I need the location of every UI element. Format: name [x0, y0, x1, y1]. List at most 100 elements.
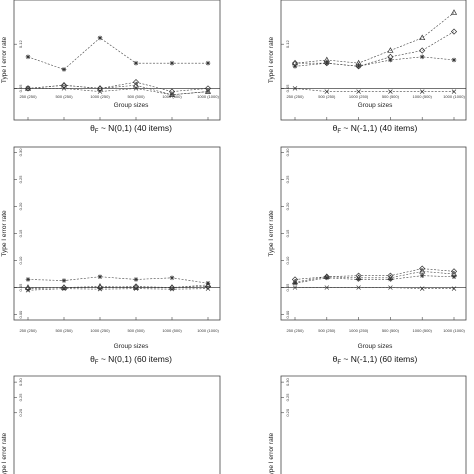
- diamond-point: [24, 85, 32, 92]
- triangle-point: [24, 85, 32, 91]
- panel-title: θF ~ N(0,1) (60 items): [90, 354, 172, 366]
- series-triangle: [24, 81, 212, 97]
- y-tick-label: 0.15: [285, 229, 290, 238]
- plot-frame: [13, 0, 221, 121]
- y-tick-label: 0.05: [285, 84, 290, 93]
- x-point: [324, 89, 330, 94]
- triangle-point: [387, 47, 394, 53]
- panel-p2: 0.05 0.12 Type I error rate 250 (250) 500 (2…: [268, 0, 467, 135]
- x-tick-label: 500 (250): [318, 328, 336, 333]
- x-point: [61, 286, 67, 291]
- series-x: [292, 86, 457, 94]
- x-axis-label: Group sizes: [114, 102, 149, 109]
- plot-frame: [280, 0, 467, 121]
- y-tick-label: 0.30: [285, 148, 290, 157]
- y-tick-label: 0.25: [285, 175, 290, 184]
- series-line: [27, 288, 209, 291]
- series-line: [294, 12, 455, 64]
- x-tick-label: 500 (500): [382, 328, 400, 333]
- diamond-point: [450, 28, 458, 35]
- x-tick-label: 250 (250): [19, 328, 37, 333]
- x-axis-label: Group sizes: [358, 343, 393, 350]
- triangle-point: [60, 81, 68, 88]
- x-tick-label: 1000 (1000): [197, 94, 219, 99]
- x-tick-label: 500 (500): [127, 94, 145, 99]
- x-point: [25, 86, 31, 91]
- star-point: [205, 280, 211, 286]
- x-point: [97, 286, 103, 292]
- diamond-point: [419, 265, 426, 272]
- panel-p1: 0.05 0.12 Type I error rate 250 (250) 500 (2…: [1, 0, 221, 135]
- x-point: [133, 286, 139, 291]
- series-star: [25, 274, 211, 286]
- star-point: [419, 273, 425, 278]
- series-star: [292, 54, 457, 69]
- star-point: [292, 280, 298, 286]
- x-point: [451, 89, 457, 94]
- y-tick-label: 0.20: [285, 408, 290, 417]
- y-tick-label: 0.15: [18, 229, 23, 238]
- x-point: [324, 285, 330, 290]
- x-point: [419, 89, 425, 94]
- star-point: [61, 67, 67, 72]
- series-diamond: [291, 28, 458, 70]
- x-tick-label: 1000 (250): [349, 94, 369, 99]
- triangle-point: [204, 88, 212, 94]
- diamond-point: [24, 285, 32, 292]
- x-axis-label: Group sizes: [114, 343, 149, 350]
- star-point: [451, 57, 457, 63]
- panel-p5: 0.30 0.25 0.20 Type I error rate: [1, 375, 221, 474]
- series-line: [295, 31, 455, 67]
- x-point: [25, 288, 31, 293]
- x-tick-label: 1000 (500): [413, 94, 433, 99]
- series-x: [25, 286, 211, 293]
- panel-title: θF ~ N(-1,1) (40 items): [333, 123, 418, 135]
- y-tick-label: 0.30: [18, 377, 23, 386]
- star-point: [324, 275, 330, 281]
- y-tick-label: 0.12: [18, 40, 23, 49]
- diamond-point: [204, 85, 212, 92]
- x-point: [419, 286, 425, 291]
- series-triangle: [291, 9, 458, 66]
- x-tick-label: 500 (250): [318, 94, 336, 99]
- x-tick-label: 250 (250): [286, 94, 304, 99]
- diamond-point: [168, 88, 176, 95]
- y-axis-label: Type I error rate: [1, 37, 8, 84]
- star-point: [356, 277, 361, 282]
- star-point: [25, 54, 31, 60]
- x-point: [388, 89, 393, 94]
- x-point: [451, 286, 457, 291]
- series-line: [294, 88, 454, 92]
- x-tick-label: 500 (250): [55, 94, 73, 99]
- x-tick-label: 1000 (250): [349, 328, 369, 333]
- diamond-point: [96, 284, 104, 291]
- y-axis-label: Type I error rate: [268, 433, 275, 474]
- x-tick-label: 1000 (1000): [197, 328, 219, 333]
- series-line: [294, 271, 455, 283]
- plot-frame: [280, 375, 467, 474]
- y-tick-label: 0.00: [18, 310, 23, 319]
- y-axis-label: Type I error rate: [268, 210, 275, 257]
- series-line: [27, 37, 208, 70]
- series-triangle: [24, 281, 212, 290]
- x-point: [205, 89, 211, 94]
- star-point: [205, 60, 211, 66]
- diamond-point: [132, 79, 140, 86]
- star-point: [388, 57, 393, 63]
- diamond-point: [323, 60, 330, 67]
- x-point: [388, 285, 393, 290]
- star-point: [169, 60, 175, 66]
- star-point: [97, 35, 103, 41]
- series-line: [294, 268, 455, 280]
- diamond-point: [355, 63, 362, 70]
- series-line: [294, 275, 455, 284]
- series-star: [292, 273, 457, 286]
- plot-frame: [13, 375, 221, 474]
- star-point: [324, 60, 330, 66]
- star-point: [133, 60, 139, 66]
- series-x: [292, 285, 457, 291]
- y-tick-label: 0.10: [18, 256, 23, 265]
- y-tick-label: 0.25: [285, 393, 290, 402]
- x-tick-label: 1000 (250): [90, 94, 110, 99]
